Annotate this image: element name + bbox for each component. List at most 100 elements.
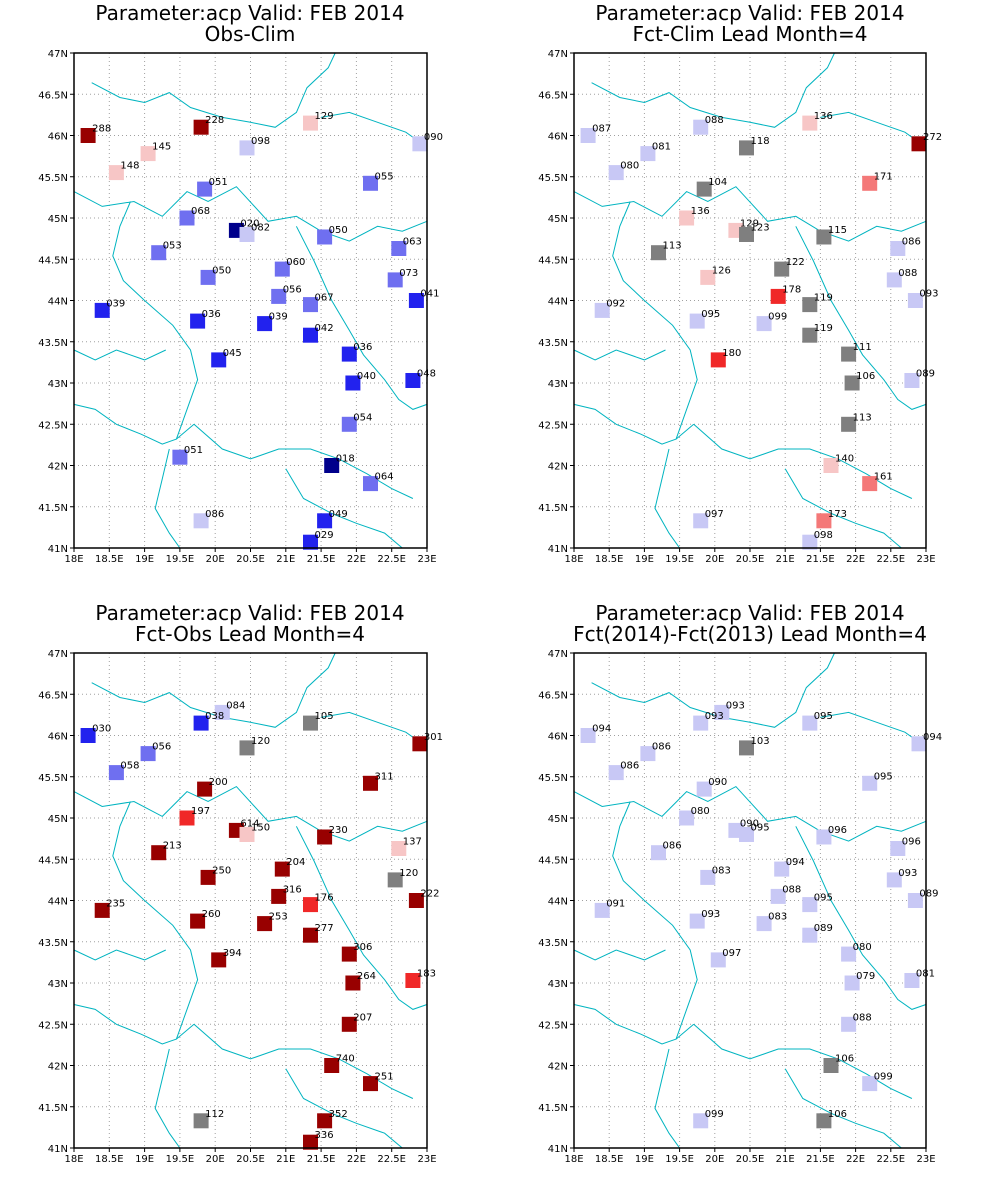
station-value-label: 088 — [853, 1012, 872, 1023]
station-marker — [257, 916, 273, 932]
y-tick-label: 47N — [548, 649, 568, 660]
station-value-label: 018 — [336, 454, 355, 465]
station-marker — [239, 827, 255, 842]
station-value-label: 106 — [835, 1054, 854, 1065]
y-tick-label: 45.5N — [538, 773, 568, 784]
station-marker — [608, 765, 624, 781]
station-marker — [274, 861, 290, 877]
y-tick-label: 41N — [48, 544, 68, 555]
x-tick-label: 21E — [276, 1154, 295, 1165]
station-value-label: 235 — [106, 898, 125, 909]
station-marker — [608, 165, 624, 181]
coastline — [795, 826, 927, 1010]
station-marker — [770, 888, 786, 904]
station-marker — [774, 261, 790, 277]
station-marker — [140, 146, 156, 162]
x-tick-label: 22E — [846, 1154, 865, 1165]
x-tick-label: 21.5E — [806, 554, 835, 565]
station-marker — [862, 476, 878, 492]
y-tick-label: 43.5N — [538, 938, 568, 949]
station-value-label: 038 — [205, 711, 224, 722]
station-value-label: 352 — [329, 1109, 348, 1120]
station-value-label: 039 — [269, 312, 288, 323]
station-marker — [197, 181, 213, 197]
station-value-label: 090 — [424, 132, 443, 143]
station-value-label: 120 — [251, 736, 270, 747]
y-tick-label: 42.5N — [538, 420, 568, 431]
station-value-label: 098 — [251, 136, 270, 147]
station-marker — [739, 227, 754, 242]
station-value-label: 087 — [592, 124, 611, 135]
station-value-label: 095 — [701, 309, 720, 320]
station-marker — [823, 1058, 839, 1073]
station-value-label: 055 — [375, 171, 394, 182]
x-tick-label: 20E — [206, 554, 225, 565]
y-tick-label: 45N — [48, 814, 68, 825]
x-tick-label: 21.5E — [307, 554, 336, 565]
coastline — [112, 801, 199, 1040]
station-value-label: 029 — [315, 530, 334, 541]
station-value-label: 260 — [202, 909, 221, 920]
y-tick-label: 46.5N — [38, 90, 68, 101]
x-tick-label: 20E — [705, 554, 724, 565]
x-tick-label: 19.5E — [665, 554, 694, 565]
coastline — [612, 801, 698, 1040]
station-marker — [80, 128, 96, 143]
station-marker — [696, 181, 712, 197]
x-tick-label: 22E — [347, 1154, 366, 1165]
station-marker — [841, 416, 857, 432]
y-tick-label: 46.5N — [538, 690, 568, 701]
station-marker — [594, 302, 610, 318]
station-value-label: 082 — [251, 223, 270, 234]
station-value-label: 204 — [286, 857, 305, 868]
station-marker — [324, 458, 340, 473]
y-tick-label: 42.5N — [538, 1020, 568, 1031]
coastline — [193, 1023, 414, 1099]
coastline — [112, 201, 199, 440]
station-value-label: 086 — [902, 237, 921, 248]
coastline — [285, 1068, 403, 1149]
x-tick-label: 22E — [347, 554, 366, 565]
station-value-label: 228 — [205, 115, 224, 126]
station-marker — [802, 297, 818, 313]
station-value-label: 080 — [853, 942, 872, 953]
x-tick-label: 22.5E — [877, 554, 906, 565]
x-tick-label: 18E — [64, 1154, 83, 1165]
y-tick-label: 47N — [48, 649, 68, 660]
station-value-label: 129 — [315, 111, 334, 122]
station-value-label: 171 — [874, 171, 893, 182]
station-value-label: 053 — [163, 241, 182, 252]
station-value-label: 136 — [691, 206, 710, 217]
chart-panel-4: Parameter:acp Valid: FEB 2014Fct(2014)-F… — [538, 601, 942, 1165]
y-tick-label: 42N — [48, 462, 68, 473]
coastline — [73, 349, 167, 361]
y-tick-label: 42.5N — [38, 1020, 68, 1031]
coastline — [73, 785, 428, 842]
y-tick-label: 46.5N — [38, 690, 68, 701]
x-tick-label: 23E — [916, 554, 935, 565]
station-marker — [408, 293, 424, 308]
station-marker — [317, 829, 333, 845]
station-value-label: 079 — [856, 971, 875, 982]
y-tick-label: 44.5N — [538, 255, 568, 266]
y-tick-label: 44N — [48, 297, 68, 308]
station-value-label: 614 — [240, 818, 259, 829]
y-tick-label: 46N — [48, 132, 68, 143]
station-value-label: 178 — [782, 284, 801, 295]
x-tick-label: 23E — [417, 1154, 436, 1165]
x-tick-label: 19E — [635, 1154, 654, 1165]
coastline — [91, 652, 336, 728]
station-marker — [802, 534, 818, 550]
station-marker — [693, 513, 709, 529]
station-marker — [387, 872, 403, 888]
station-value-label: 030 — [92, 724, 111, 735]
station-value-label: 088 — [705, 115, 724, 126]
station-value-label: 111 — [853, 342, 872, 353]
station-marker — [886, 272, 902, 288]
station-marker — [341, 346, 357, 362]
station-value-label: 140 — [835, 454, 854, 465]
chart-title: Parameter:acp Valid: FEB 2014 — [595, 601, 904, 625]
station-value-label: 036 — [353, 342, 372, 353]
